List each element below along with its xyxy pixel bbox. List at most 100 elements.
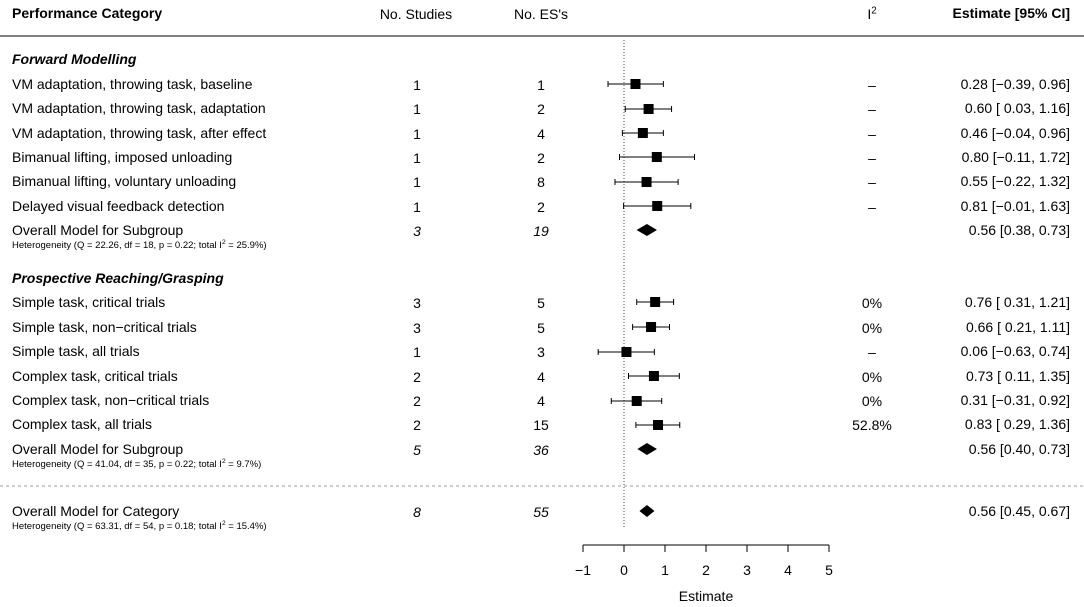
row-label: Complex task, all trials	[12, 416, 153, 432]
subgroup-overall-label: Overall Model for Subgroup	[12, 441, 184, 457]
heterogeneity-note: Heterogeneity (Q = 63.31, df = 54, p = 0…	[12, 519, 267, 532]
row-i2: –	[868, 199, 876, 215]
subgroup-overall-es: 19	[533, 223, 549, 239]
header-category: Performance Category	[12, 5, 163, 21]
point-estimate-box	[641, 177, 652, 187]
row-es: 5	[537, 295, 545, 311]
row-label: Bimanual lifting, voluntary unloading	[12, 173, 237, 189]
row-i2: –	[868, 174, 876, 190]
category-overall-es: 55	[533, 504, 549, 520]
header-estimate: Estimate [95% CI]	[952, 5, 1070, 21]
row-estimate: 0.60 [ 0.03, 1.16]	[964, 100, 1070, 116]
point-estimate-box	[653, 420, 664, 430]
row-label: VM adaptation, throwing task, baseline	[12, 76, 253, 92]
row-es: 5	[537, 320, 545, 336]
row-estimate: 0.06 [−0.63, 0.74]	[960, 343, 1070, 359]
point-estimate-box	[650, 297, 661, 307]
subgroup-overall-studies: 5	[413, 442, 421, 458]
row-studies: 1	[413, 174, 421, 190]
row-i2: –	[868, 77, 876, 93]
category-overall-label: Overall Model for Category	[12, 503, 180, 519]
x-axis-title: Estimate	[678, 588, 734, 604]
row-studies: 1	[413, 101, 421, 117]
row-estimate: 0.83 [ 0.29, 1.36]	[964, 416, 1070, 432]
row-label: Delayed visual feedback detection	[12, 198, 225, 214]
row-es: 2	[537, 101, 545, 117]
row-i2: 0%	[861, 393, 883, 409]
row-i2: 52.8%	[852, 417, 892, 433]
row-i2: –	[868, 150, 876, 166]
row-i2: 0%	[861, 295, 883, 311]
row-studies: 1	[413, 344, 421, 360]
row-estimate: 0.28 [−0.39, 0.96]	[960, 76, 1070, 92]
summary-diamond	[636, 224, 657, 236]
subgroup-overall-studies: 3	[413, 223, 421, 239]
row-i2: –	[868, 101, 876, 117]
row-es: 4	[537, 393, 545, 409]
point-estimate-box	[631, 396, 642, 406]
subgroup-overall-estimate: 0.56 [0.40, 0.73]	[968, 441, 1070, 457]
row-studies: 2	[413, 393, 421, 409]
x-tick-label: 5	[825, 562, 833, 578]
row-studies: 3	[413, 320, 421, 336]
row-estimate: 0.80 [−0.11, 1.72]	[961, 149, 1070, 165]
row-es: 15	[533, 417, 549, 433]
row-label: VM adaptation, throwing task, after effe…	[12, 125, 267, 141]
row-studies: 1	[413, 126, 421, 142]
subgroup-overall-es: 36	[533, 442, 549, 458]
row-studies: 3	[413, 295, 421, 311]
summary-diamond	[637, 443, 657, 455]
x-tick-label: 0	[620, 562, 628, 578]
point-estimate-box	[651, 152, 662, 162]
row-i2: 0%	[861, 369, 883, 385]
row-studies: 1	[413, 199, 421, 215]
x-tick-label: 2	[702, 562, 710, 578]
ci-lines	[597, 81, 696, 428]
subgroup-overall-estimate: 0.56 [0.38, 0.73]	[968, 222, 1070, 238]
row-es: 4	[537, 126, 545, 142]
row-estimate: 0.46 [−0.04, 0.96]	[960, 125, 1070, 141]
point-estimates	[621, 79, 664, 430]
row-label: Complex task, critical trials	[12, 368, 178, 384]
row-estimate: 0.73 [ 0.11, 1.35]	[965, 368, 1070, 384]
row-estimate: 0.55 [−0.22, 1.32]	[960, 173, 1070, 189]
row-estimate: 0.76 [ 0.31, 1.21]	[964, 294, 1070, 310]
row-es: 2	[537, 150, 545, 166]
row-label: Bimanual lifting, imposed unloading	[12, 149, 233, 165]
x-tick-label: 1	[661, 562, 669, 578]
row-label: Simple task, non−critical trials	[12, 319, 197, 335]
header-es: No. ES's	[513, 6, 569, 22]
row-es: 1	[537, 77, 545, 93]
row-estimate: 0.31 [−0.31, 0.92]	[960, 392, 1070, 408]
row-studies: 1	[413, 150, 421, 166]
row-es: 8	[537, 174, 545, 190]
x-tick-label: −1	[575, 562, 591, 578]
row-label: VM adaptation, throwing task, adaptation	[12, 100, 266, 116]
row-es: 4	[537, 369, 545, 385]
row-i2: 0%	[861, 320, 883, 336]
point-estimate-box	[630, 79, 641, 89]
row-label: Simple task, critical trials	[12, 294, 166, 310]
header-i2: I2	[867, 5, 877, 22]
section-title: Prospective Reaching/Grasping	[12, 270, 224, 286]
point-estimate-box	[652, 201, 663, 211]
point-estimate-box	[621, 347, 632, 357]
summary-diamond	[639, 505, 655, 517]
row-studies: 2	[413, 417, 421, 433]
category-overall-estimate: 0.56 [0.45, 0.67]	[968, 503, 1070, 519]
row-label: Simple task, all trials	[12, 343, 140, 359]
row-estimate: 0.81 [−0.01, 1.63]	[960, 198, 1070, 214]
section-title: Forward Modelling	[12, 51, 137, 67]
row-es: 2	[537, 199, 545, 215]
point-estimate-box	[646, 322, 657, 332]
row-es: 3	[537, 344, 545, 360]
row-i2: –	[868, 126, 876, 142]
x-tick-label: 4	[784, 562, 792, 578]
category-overall-studies: 8	[413, 504, 421, 520]
point-estimate-box	[637, 128, 648, 138]
heterogeneity-note: Heterogeneity (Q = 41.04, df = 35, p = 0…	[12, 457, 262, 470]
point-estimate-box	[648, 371, 659, 381]
x-tick-label: 3	[743, 562, 751, 578]
